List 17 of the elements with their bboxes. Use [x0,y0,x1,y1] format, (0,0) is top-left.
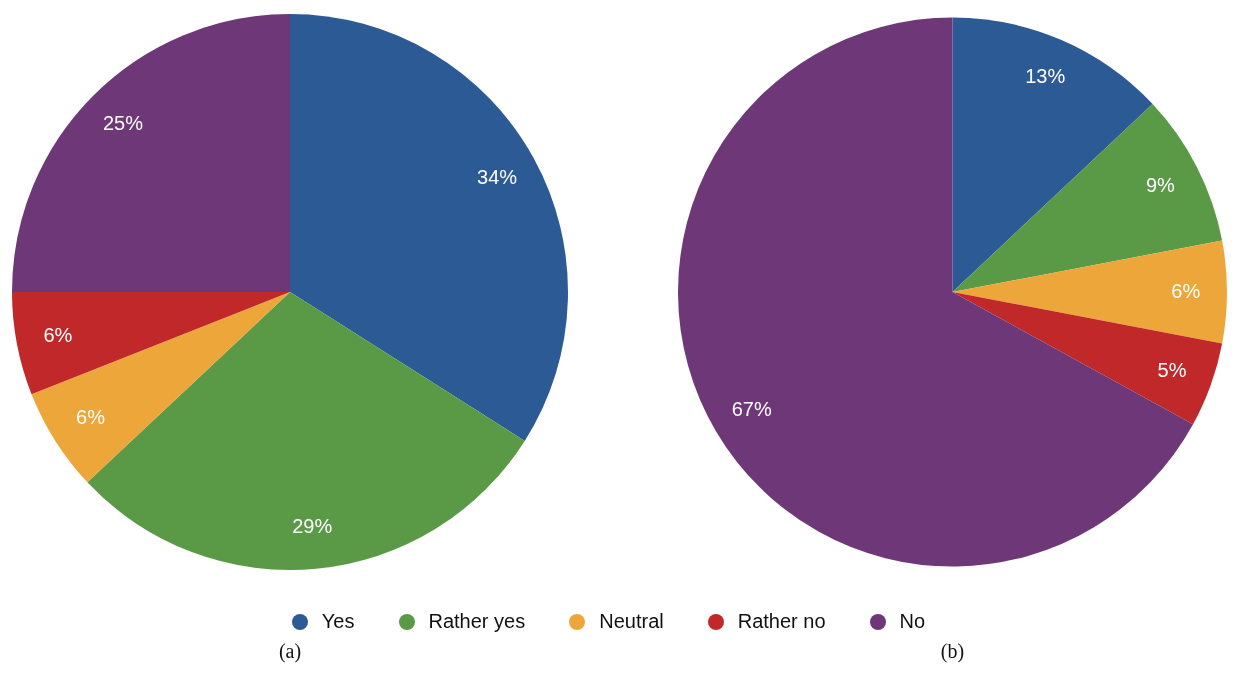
legend-label: Yes [321,610,355,633]
text: (b) [939,640,966,663]
text: (a) [277,640,303,663]
legend-label: Neutral [599,610,664,633]
legend-label: Rather yes [428,610,526,633]
data-label: 6% [43,323,73,346]
data-label: 9% [1145,173,1176,196]
data-label: 67% [731,398,772,421]
data-label: 34% [477,165,518,188]
data-label: 6% [76,406,106,429]
data-label: 6% [1171,279,1201,302]
data-label: 29% [292,514,333,537]
legend-label: Rather no [737,610,826,633]
data-label: 13% [1025,65,1066,88]
legend-label: No [899,610,926,633]
data-label: 25% [102,112,144,135]
data-label: 5% [1157,358,1187,381]
